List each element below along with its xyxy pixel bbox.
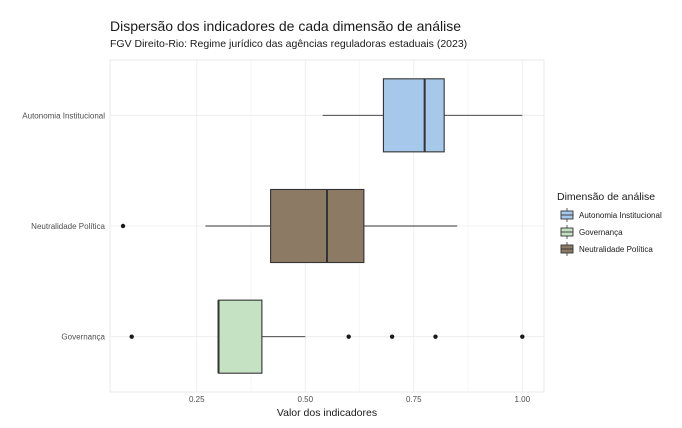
legend-label: Governança [579, 228, 623, 237]
legend-item: Neutralidade Política [560, 242, 653, 256]
chart-title: Dispersão dos indicadores de cada dimens… [110, 18, 461, 34]
legend-label: Neutralidade Política [579, 245, 653, 254]
outlier-point [120, 223, 126, 229]
legend-label: Autonomia Institucional [579, 211, 662, 220]
y-tick-label: Neutralidade Política [31, 222, 105, 231]
legend: Dimensão de análise Autonomia Institucio… [557, 191, 662, 256]
legend-item: Governança [560, 225, 623, 239]
box-1 [120, 188, 458, 264]
y-tick-label: Autonomia Institucional [22, 111, 105, 120]
x-tick-label: 1.00 [515, 395, 531, 404]
x-axis-tick-labels: 0.25 0.50 0.75 1.00 [189, 395, 531, 404]
outlier-point [520, 334, 525, 339]
y-axis-tick-labels: Autonomia Institucional Neutralidade Polí… [22, 111, 105, 341]
chart-subtitle: FGV Direito-Rio: Regime jurídico das agê… [110, 38, 467, 50]
box-iqr [217, 299, 263, 374]
outlier-point [389, 334, 395, 339]
legend-item: Autonomia Institucional [560, 208, 662, 222]
y-tick-label: Governança [61, 333, 105, 342]
x-tick-label: 0.25 [189, 395, 205, 404]
x-axis-title: Valor dos indicadores [277, 407, 377, 419]
box-iqr [270, 188, 365, 264]
box-2 [129, 299, 525, 374]
plot-area: Autonomia Institucional Neutralidade Polí… [22, 59, 545, 404]
x-tick-label: 0.50 [298, 395, 314, 404]
outlier-point [129, 334, 134, 339]
outlier-point [433, 334, 438, 339]
legend-items: Autonomia Institucional Governança Neutral… [560, 208, 662, 256]
boxes [120, 78, 525, 374]
x-tick-label: 0.75 [406, 395, 422, 404]
legend-title: Dimensão de análise [557, 191, 655, 203]
box-iqr [382, 78, 445, 153]
box-0 [322, 78, 523, 153]
outlier-point [346, 334, 351, 339]
